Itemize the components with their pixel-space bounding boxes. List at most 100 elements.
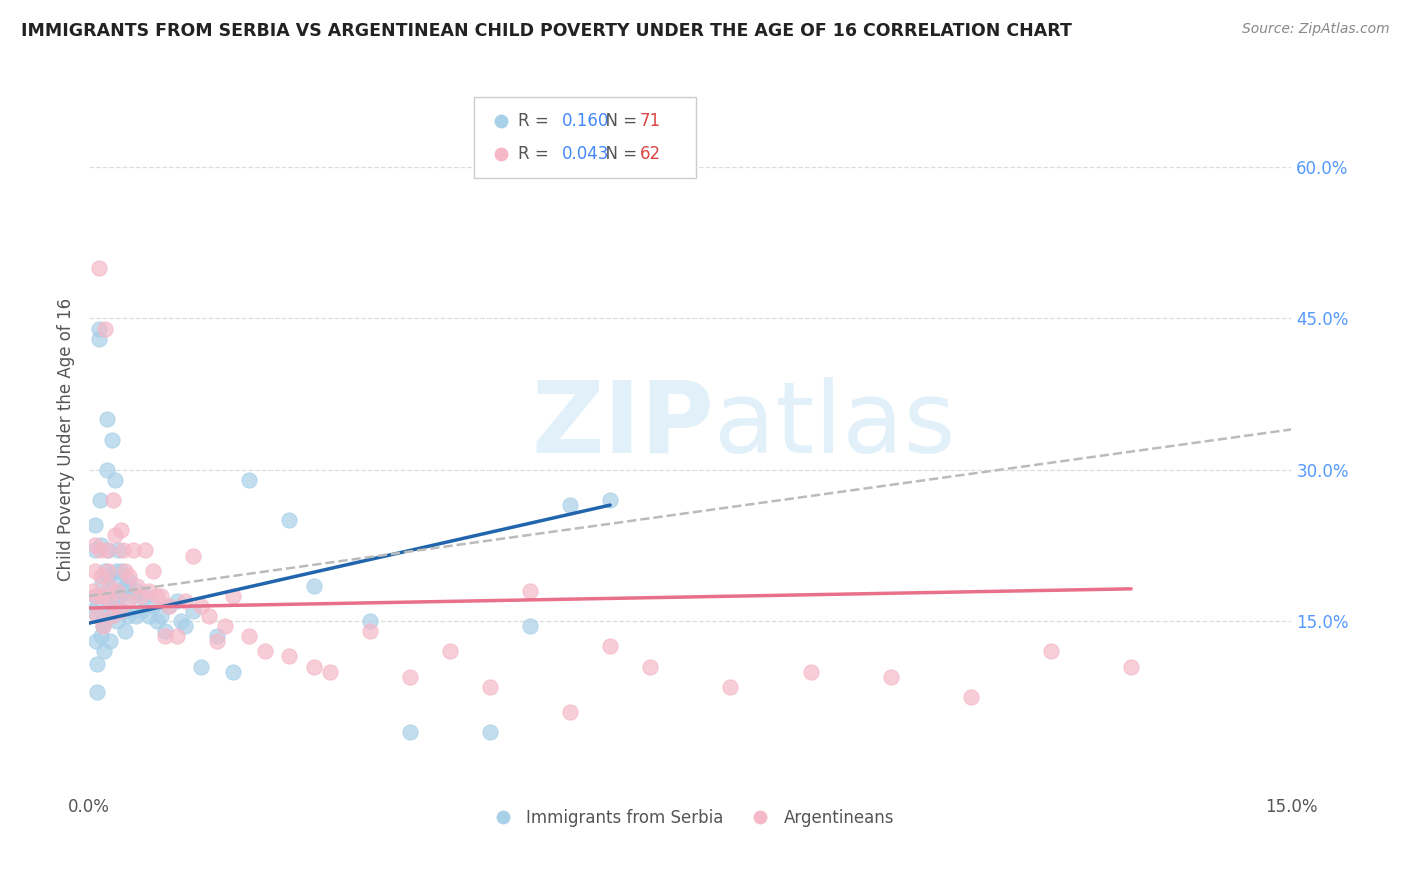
Point	[129, 604, 152, 618]
Point	[127, 579, 149, 593]
Point	[118, 574, 141, 588]
Point	[104, 473, 127, 487]
Legend: Immigrants from Serbia, Argentineans: Immigrants from Serbia, Argentineans	[479, 803, 901, 834]
Point	[134, 589, 156, 603]
Point	[1121, 659, 1143, 673]
Point	[98, 609, 121, 624]
Point	[111, 543, 134, 558]
Point	[599, 640, 621, 654]
Point	[111, 583, 134, 598]
Text: 0.160: 0.160	[561, 112, 609, 130]
Point	[398, 670, 420, 684]
Point	[107, 574, 129, 588]
Point	[108, 604, 131, 618]
Point	[238, 629, 260, 643]
Point	[114, 624, 136, 639]
Point	[91, 614, 114, 628]
Point	[359, 624, 381, 639]
Point	[190, 659, 212, 673]
Point	[100, 433, 122, 447]
Text: R =: R =	[519, 145, 554, 163]
Point	[558, 498, 581, 512]
Point	[155, 629, 177, 643]
Point	[90, 568, 112, 582]
Point	[87, 260, 110, 275]
Point	[558, 705, 581, 719]
Text: Source: ZipAtlas.com: Source: ZipAtlas.com	[1241, 22, 1389, 37]
Point	[478, 725, 501, 739]
Point	[93, 619, 115, 633]
Point	[86, 599, 108, 613]
Point	[96, 412, 118, 426]
Point	[86, 685, 108, 699]
Point	[138, 609, 160, 624]
Point	[107, 543, 129, 558]
Point	[104, 564, 127, 578]
Point	[122, 589, 145, 603]
Point	[519, 619, 541, 633]
Point	[222, 665, 245, 679]
Point	[207, 629, 229, 643]
Point	[278, 513, 301, 527]
Point	[90, 538, 112, 552]
Point	[86, 657, 108, 671]
Point	[84, 634, 107, 648]
Point	[118, 568, 141, 582]
Point	[101, 604, 124, 618]
Point	[117, 609, 139, 624]
Point	[84, 589, 107, 603]
Point	[127, 583, 149, 598]
Point	[318, 665, 340, 679]
Point	[157, 599, 180, 613]
Point	[93, 619, 115, 633]
Point	[124, 609, 146, 624]
Point	[150, 589, 173, 603]
Point	[98, 579, 121, 593]
Point	[170, 614, 193, 628]
FancyBboxPatch shape	[474, 97, 696, 178]
Point	[519, 583, 541, 598]
Point	[359, 614, 381, 628]
Y-axis label: Child Poverty Under the Age of 16: Child Poverty Under the Age of 16	[58, 298, 75, 581]
Point	[478, 680, 501, 694]
Point	[93, 644, 115, 658]
Point	[97, 568, 120, 582]
Point	[86, 609, 108, 624]
Point	[166, 594, 188, 608]
Point	[181, 604, 204, 618]
Point	[89, 543, 111, 558]
Point	[181, 549, 204, 563]
Point	[105, 614, 128, 628]
Point	[89, 493, 111, 508]
Point	[959, 690, 981, 704]
Point	[302, 579, 325, 593]
Point	[398, 725, 420, 739]
Text: N =: N =	[595, 112, 643, 130]
Text: atlas: atlas	[714, 377, 956, 474]
Text: N =: N =	[595, 145, 643, 163]
Point	[108, 589, 131, 603]
Point	[238, 473, 260, 487]
Text: IMMIGRANTS FROM SERBIA VS ARGENTINEAN CHILD POVERTY UNDER THE AGE OF 16 CORRELAT: IMMIGRANTS FROM SERBIA VS ARGENTINEAN CH…	[21, 22, 1071, 40]
Text: 0.043: 0.043	[561, 145, 609, 163]
Point	[104, 528, 127, 542]
Point	[100, 609, 122, 624]
Point	[110, 564, 132, 578]
Point	[83, 589, 105, 603]
Point	[90, 575, 112, 590]
Point	[98, 634, 121, 648]
Point	[439, 644, 461, 658]
Point	[1039, 644, 1062, 658]
Point	[599, 493, 621, 508]
Point	[101, 493, 124, 508]
Point	[142, 599, 165, 613]
Point	[155, 624, 177, 639]
Point	[254, 644, 277, 658]
Point	[96, 463, 118, 477]
Point	[87, 321, 110, 335]
Point	[98, 594, 121, 608]
Point	[174, 619, 197, 633]
Point	[90, 589, 112, 603]
Point	[94, 321, 117, 335]
Point	[96, 564, 118, 578]
